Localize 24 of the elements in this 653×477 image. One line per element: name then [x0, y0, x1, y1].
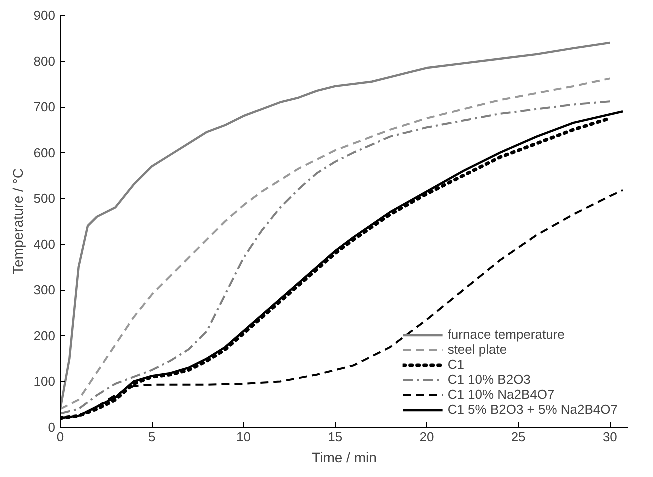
y-tick-label: 400 — [34, 236, 56, 252]
y-tick-label: 100 — [34, 374, 56, 390]
x-tick-label: 25 — [511, 430, 526, 444]
legend-label: furnace temperature — [448, 327, 565, 342]
y-tick-label: 500 — [34, 191, 56, 206]
y-tick-label: 600 — [34, 145, 56, 160]
legend-label: C1 10% B2O3 — [448, 372, 531, 387]
y-tick-label: 300 — [34, 282, 56, 298]
y-tick-label: 700 — [34, 100, 56, 115]
x-tick-label: 20 — [420, 430, 434, 444]
y-tick-label: 0 — [48, 420, 56, 435]
legend-label: C1 10% Na2B4O7 — [448, 387, 555, 402]
x-tick-label: 5 — [148, 430, 156, 444]
legend-label: C1 — [448, 357, 466, 372]
y-tick-label: 800 — [34, 54, 56, 69]
y-tick-label: 200 — [34, 328, 56, 344]
x-axis-title: Time / min — [312, 450, 377, 466]
legend-label: steel plate — [448, 342, 508, 357]
x-tick-label: 30 — [602, 430, 618, 444]
x-tick-label: 15 — [328, 430, 343, 444]
y-axis-title: Temperature / °C — [10, 168, 26, 274]
x-tick-label: 10 — [236, 430, 251, 444]
y-tick-label: 900 — [34, 8, 56, 23]
legend-label: C1 5% B2O3 + 5% Na2B4O7 — [448, 402, 618, 417]
